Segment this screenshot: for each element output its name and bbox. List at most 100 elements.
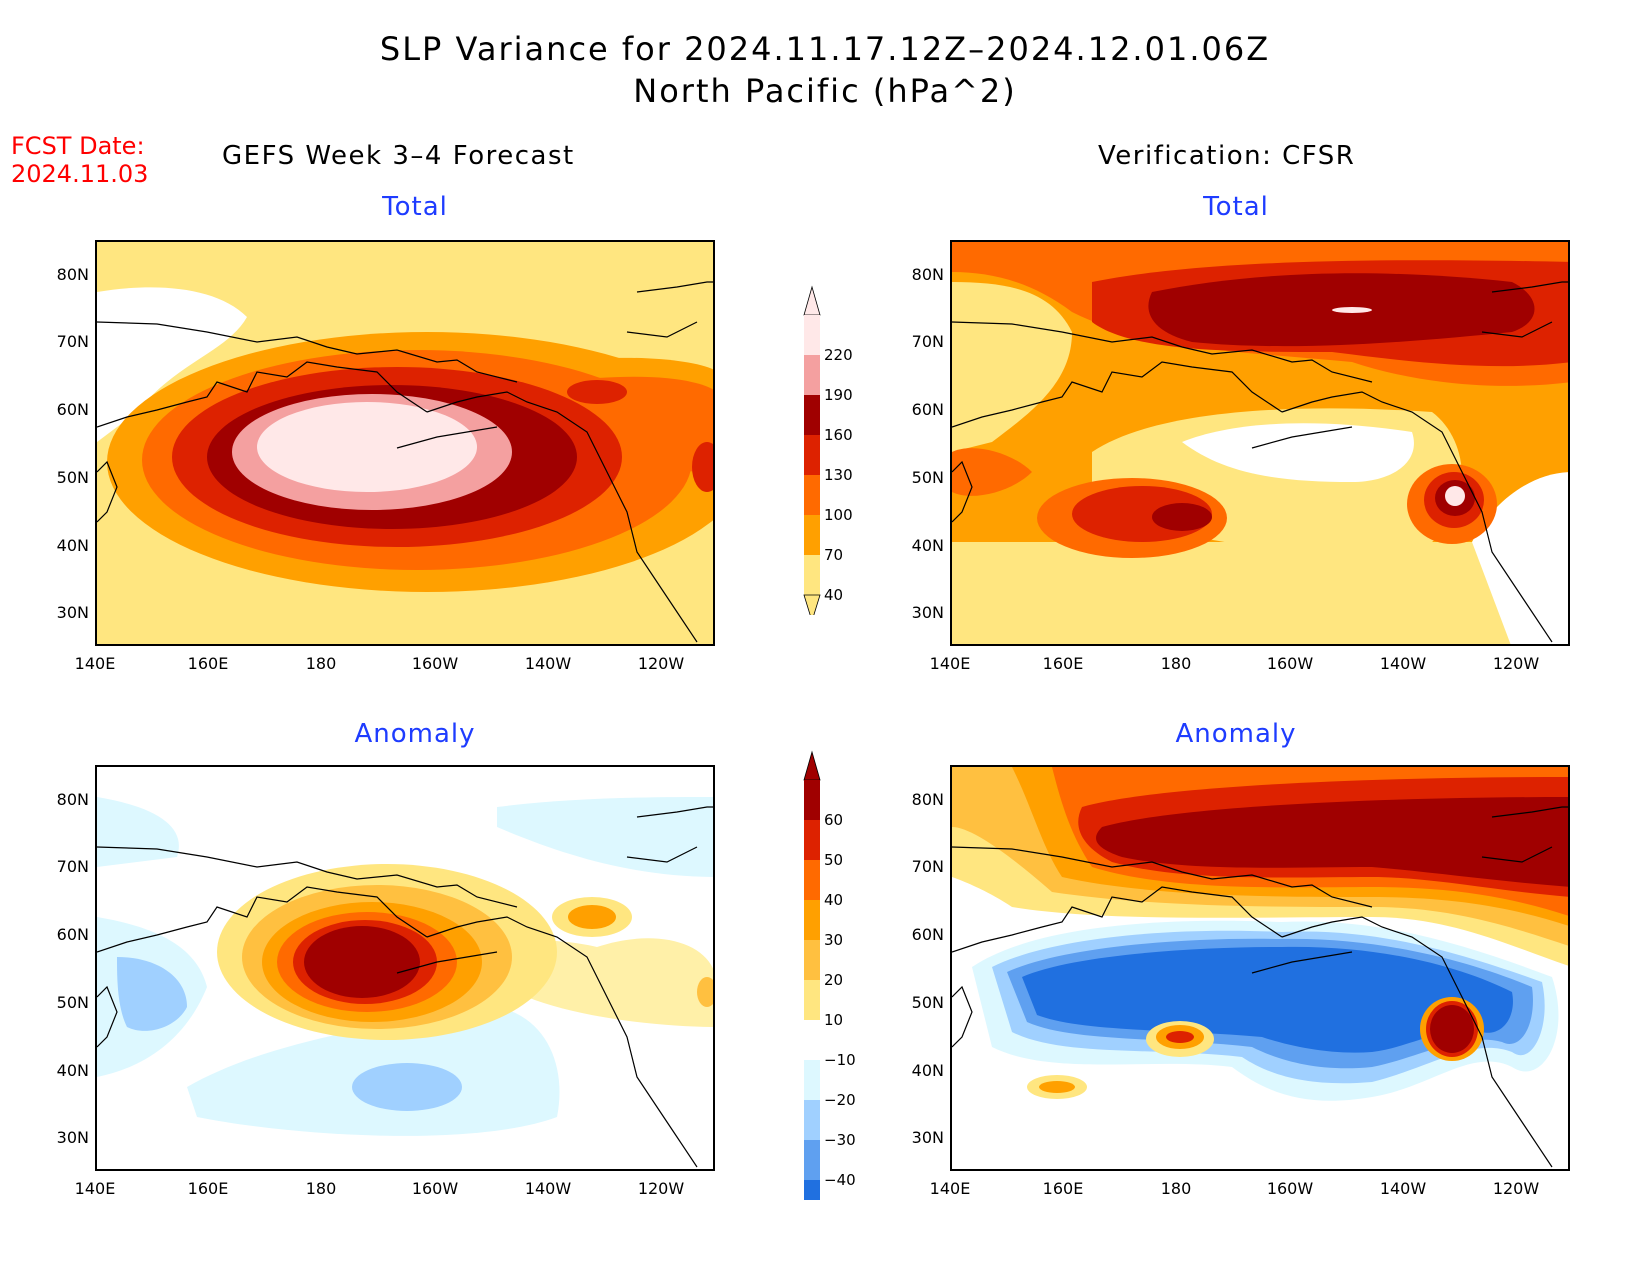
lat-tick-label: 30N — [911, 1128, 944, 1147]
lon-tick-label: 180 — [1160, 1179, 1192, 1198]
lon-tick-label: 140W — [1379, 1179, 1427, 1198]
lat-tick-label: 50N — [56, 468, 89, 487]
colorbar-swatch — [804, 1180, 820, 1220]
colorbar-level-label: 60 — [824, 811, 844, 829]
subtitle-anomaly-right: Anomaly — [1175, 719, 1297, 749]
lat-tick-label: 30N — [56, 603, 89, 622]
lat-tick-label: 80N — [911, 790, 944, 809]
verification-anomaly-field — [952, 767, 1568, 1169]
lat-tick-label: 80N — [56, 790, 89, 809]
map-panel-forecast-total — [95, 240, 715, 646]
lon-tick-label: 160E — [1042, 1179, 1084, 1198]
colorbar-level-label: 70 — [824, 546, 844, 564]
colorbar-swatch — [804, 780, 820, 820]
lat-tick-label: 40N — [911, 1061, 944, 1080]
lat-tick-label: 80N — [56, 265, 89, 284]
lon-tick-label: 180 — [1160, 654, 1192, 673]
forecast-total-field — [97, 242, 713, 644]
lat-tick-label: 50N — [911, 993, 944, 1012]
lat-tick-label: 60N — [56, 400, 89, 419]
header-verification: Verification: CFSR — [1098, 141, 1356, 171]
colorbar-level-label: −20 — [824, 1091, 856, 1109]
lat-tick-label: 70N — [911, 332, 944, 351]
lon-tick-label: 140E — [929, 1179, 971, 1198]
header-forecast: GEFS Week 3–4 Forecast — [222, 141, 575, 171]
colorbar-level-label: 190 — [824, 386, 853, 404]
colorbar-level-label: 160 — [824, 426, 853, 444]
colorbar-swatch — [804, 1140, 820, 1180]
colorbar-swatch — [804, 860, 820, 900]
colorbar-total — [800, 285, 830, 623]
coastline-overlay — [952, 806, 1568, 1168]
colorbar-level-label: 220 — [824, 346, 853, 364]
colorbar-swatch — [804, 515, 820, 555]
colorbar-level-label: 20 — [824, 971, 844, 989]
lon-tick-label: 140E — [74, 654, 116, 673]
lat-tick-label: 70N — [911, 857, 944, 876]
colorbar-swatch — [804, 940, 820, 980]
colorbar-swatch — [804, 315, 820, 355]
colorbar-swatch — [804, 395, 820, 435]
colorbar-level-label: 40 — [824, 586, 844, 604]
colorbar-swatch — [804, 900, 820, 940]
colorbar-total-swatches — [803, 285, 821, 623]
lat-tick-label: 40N — [911, 536, 944, 555]
fcst-date-value: 2024.11.03 — [11, 160, 149, 188]
colorbar-arrow-top — [803, 750, 821, 781]
colorbar-swatch — [804, 1020, 820, 1060]
colorbar-swatch — [804, 355, 820, 395]
lon-tick-label: 140W — [1379, 654, 1427, 673]
forecast-anomaly-field — [97, 767, 713, 1169]
colorbar-level-label: 100 — [824, 506, 853, 524]
map-panel-forecast-anomaly — [95, 765, 715, 1171]
lon-tick-label: 160W — [1266, 654, 1314, 673]
colorbar-arrow-top — [803, 285, 821, 316]
lat-tick-label: 50N — [911, 468, 944, 487]
colorbar-level-label: −30 — [824, 1131, 856, 1149]
lon-tick-label: 180 — [305, 654, 337, 673]
colorbar-level-label: −10 — [824, 1051, 856, 1069]
subtitle-anomaly-left: Anomaly — [354, 719, 476, 749]
lon-tick-label: 140E — [929, 654, 971, 673]
lon-tick-label: 160E — [187, 1179, 229, 1198]
lon-tick-label: 140W — [524, 654, 572, 673]
colorbar-level-label: 30 — [824, 931, 844, 949]
colorbar-level-label: −40 — [824, 1171, 856, 1189]
lat-tick-label: 30N — [56, 1128, 89, 1147]
subtitle-total-right: Total — [1203, 192, 1269, 222]
colorbar-level-label: 50 — [824, 851, 844, 869]
lon-tick-label: 120W — [1492, 1179, 1540, 1198]
colorbar-swatch — [804, 820, 820, 860]
subtitle-total-left: Total — [382, 192, 448, 222]
colorbar-swatch — [804, 435, 820, 475]
lon-tick-label: 140W — [524, 1179, 572, 1198]
lat-tick-label: 60N — [911, 925, 944, 944]
colorbar-swatch — [804, 555, 820, 595]
lat-tick-label: 60N — [911, 400, 944, 419]
fcst-date-label: FCST Date: — [11, 132, 145, 160]
lon-tick-label: 120W — [1492, 654, 1540, 673]
colorbar-level-label: 10 — [824, 1011, 844, 1029]
lon-tick-label: 160W — [411, 1179, 459, 1198]
lat-tick-label: 80N — [911, 265, 944, 284]
lon-tick-label: 160W — [411, 654, 459, 673]
verification-total-field — [952, 242, 1568, 644]
lat-tick-label: 40N — [56, 536, 89, 555]
lat-tick-label: 60N — [56, 925, 89, 944]
colorbar-level-label: 130 — [824, 466, 853, 484]
colorbar-swatch — [804, 980, 820, 1020]
colorbar-swatch — [804, 1100, 820, 1140]
main-title-line1: SLP Variance for 2024.11.17.12Z–2024.12.… — [379, 30, 1271, 68]
lat-tick-label: 70N — [56, 857, 89, 876]
lon-tick-label: 160E — [187, 654, 229, 673]
lon-tick-label: 180 — [305, 1179, 337, 1198]
colorbar-arrow-bottom — [803, 594, 821, 623]
lat-tick-label: 40N — [56, 1061, 89, 1080]
lon-tick-label: 160E — [1042, 654, 1084, 673]
lon-tick-label: 120W — [637, 1179, 685, 1198]
map-panel-verification-total — [950, 240, 1570, 646]
coastline-overlay — [97, 806, 713, 1168]
colorbar-level-label: 40 — [824, 891, 844, 909]
lon-tick-label: 140E — [74, 1179, 116, 1198]
coastline-overlay — [952, 281, 1568, 643]
